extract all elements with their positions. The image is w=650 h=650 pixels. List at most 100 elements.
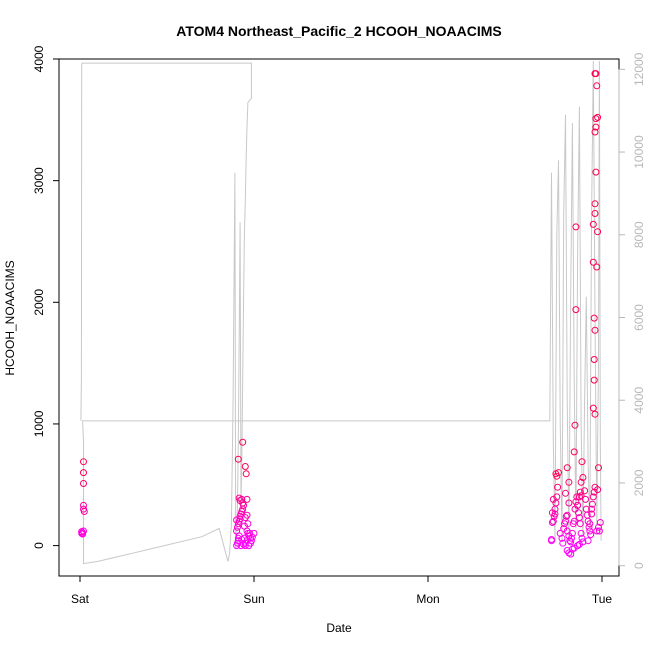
data-point xyxy=(578,458,586,466)
data-point xyxy=(548,537,555,545)
data-point xyxy=(589,404,597,412)
data-point xyxy=(593,263,601,271)
data-point xyxy=(594,228,602,236)
data-point xyxy=(548,519,556,526)
data-point xyxy=(588,500,596,508)
data-point xyxy=(248,533,256,541)
left-tick-label: 1000 xyxy=(32,410,46,437)
data-point xyxy=(595,464,602,472)
data-point xyxy=(570,448,578,456)
data-point xyxy=(590,356,598,363)
data-point xyxy=(577,529,585,537)
data-point xyxy=(554,483,562,491)
data-point xyxy=(585,523,593,531)
left-y-axis: 0 1000 2000 3000 4000 xyxy=(32,45,60,549)
data-point xyxy=(242,470,250,478)
data-point xyxy=(572,223,580,231)
data-point xyxy=(80,508,88,515)
data-point xyxy=(589,258,597,266)
data-point xyxy=(586,527,594,535)
data-point xyxy=(238,495,246,503)
right-tick-label: 10000 xyxy=(632,135,646,169)
data-point xyxy=(590,314,598,322)
data-point xyxy=(575,509,582,517)
data-point xyxy=(250,529,258,537)
data-point xyxy=(565,499,573,507)
data-point xyxy=(579,474,587,481)
y-axis-label: HCOOH_NOAACIMS xyxy=(3,260,17,375)
data-point xyxy=(560,525,568,533)
data-point xyxy=(591,410,599,418)
data-point xyxy=(244,520,252,528)
plot-area-frame xyxy=(58,58,620,577)
data-point xyxy=(592,70,600,78)
data-point xyxy=(559,539,567,547)
data-point xyxy=(239,438,247,446)
right-tick-label: 8000 xyxy=(632,221,646,248)
data-point xyxy=(237,542,245,550)
data-point xyxy=(577,492,585,500)
data-point xyxy=(562,512,570,520)
right-tick-label: 12000 xyxy=(632,52,646,86)
data-point xyxy=(79,530,87,538)
data-point xyxy=(589,493,597,501)
data-point xyxy=(565,478,573,486)
data-point xyxy=(574,501,582,509)
data-point xyxy=(80,458,87,466)
data-point xyxy=(590,376,598,384)
data-point xyxy=(587,531,595,539)
data-point xyxy=(233,516,241,524)
data-point xyxy=(591,326,599,334)
data-point xyxy=(243,495,251,503)
secondary-series-layer xyxy=(80,61,602,565)
x-tick-label: Sun xyxy=(243,592,264,606)
data-point xyxy=(241,463,249,470)
data-point xyxy=(243,511,251,519)
data-point xyxy=(576,488,584,496)
data-point xyxy=(594,486,602,494)
data-point xyxy=(572,306,580,314)
data-point xyxy=(236,515,244,523)
data-point xyxy=(562,489,569,497)
data-point xyxy=(584,537,592,545)
left-tick-label: 3000 xyxy=(32,167,46,194)
data-point xyxy=(241,542,249,550)
x-axis: Sat Sun Mon Tue xyxy=(71,575,612,606)
data-point xyxy=(576,520,584,528)
left-tick-label: 2000 xyxy=(32,289,46,316)
data-point xyxy=(552,470,560,478)
chart-title: ATOM4 Northeast_Pacific_2 HCOOH_NOAACIMS xyxy=(176,23,501,39)
data-point xyxy=(572,498,580,506)
data-point xyxy=(568,534,575,542)
data-point xyxy=(588,505,596,513)
data-point xyxy=(591,200,599,208)
data-point xyxy=(234,455,242,463)
data-point xyxy=(594,113,602,121)
data-point xyxy=(592,115,600,123)
data-point xyxy=(593,527,601,535)
data-point xyxy=(567,550,575,558)
data-point xyxy=(562,517,569,525)
data-point xyxy=(240,522,248,530)
data-point xyxy=(573,493,581,501)
secondary-series-line xyxy=(80,61,602,565)
data-point xyxy=(591,210,599,217)
data-point xyxy=(244,529,252,537)
data-point xyxy=(574,542,582,550)
data-point xyxy=(549,495,557,503)
data-point xyxy=(80,527,87,535)
data-point xyxy=(589,220,597,228)
right-y-axis: 0 2000 4000 6000 8000 10000 12000 xyxy=(618,52,646,569)
data-point xyxy=(575,540,583,548)
x-tick-label: Mon xyxy=(416,592,439,606)
data-point xyxy=(571,421,579,429)
data-point xyxy=(567,538,575,546)
left-tick-label: 4000 xyxy=(32,45,46,72)
points-layer xyxy=(78,70,604,558)
data-point xyxy=(595,523,602,531)
data-point xyxy=(595,527,603,535)
data-point xyxy=(592,123,600,131)
data-point xyxy=(588,510,596,518)
data-point xyxy=(581,487,589,495)
